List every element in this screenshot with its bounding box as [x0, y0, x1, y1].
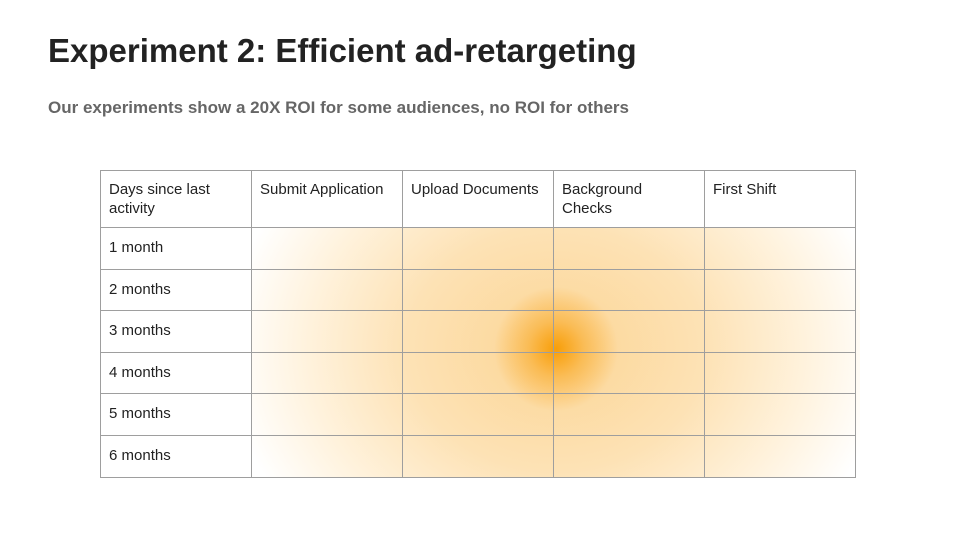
heat-cell — [402, 310, 554, 353]
row-label: 1 month — [100, 227, 252, 270]
table-row: 6 months — [100, 434, 856, 478]
table-row: 4 months — [100, 351, 856, 395]
heat-cell — [553, 227, 705, 270]
header-submit-application: Submit Application — [251, 170, 403, 228]
heat-cell — [704, 434, 856, 478]
table-row: 5 months — [100, 393, 856, 436]
slide-title: Experiment 2: Efficient ad-retargeting — [48, 32, 637, 69]
heat-cell — [402, 227, 554, 270]
table-row: 3 months — [100, 310, 856, 353]
row-label: 3 months — [100, 310, 252, 353]
heat-cell — [402, 393, 554, 436]
heat-cell — [553, 310, 705, 353]
heat-cell — [251, 393, 403, 436]
heat-cell — [553, 351, 705, 395]
header-days-since-last-activity: Days since last activity — [100, 170, 252, 228]
slide-subtitle: Our experiments show a 20X ROI for some … — [48, 98, 629, 117]
heat-cell — [402, 268, 554, 312]
heat-cell — [553, 393, 705, 436]
row-label: 4 months — [100, 351, 252, 395]
header-first-shift: First Shift — [704, 170, 856, 228]
heat-cell — [553, 434, 705, 478]
heat-cell — [704, 393, 856, 436]
heat-cell — [251, 310, 403, 353]
table-row: 2 months — [100, 268, 856, 312]
heat-cell — [251, 434, 403, 478]
table-row: 1 month — [100, 227, 856, 270]
row-label: 2 months — [100, 268, 252, 312]
heat-cell — [251, 268, 403, 312]
row-label: 5 months — [100, 393, 252, 436]
heat-cell — [704, 310, 856, 353]
heat-cell — [704, 351, 856, 395]
table-header-row: Days since last activity Submit Applicat… — [100, 170, 856, 228]
heat-cell — [553, 268, 705, 312]
heat-cell — [402, 434, 554, 478]
row-label: 6 months — [100, 434, 252, 478]
header-upload-documents: Upload Documents — [402, 170, 554, 228]
heat-cell — [704, 227, 856, 270]
roi-table: Days since last activity Submit Applicat… — [100, 170, 856, 478]
heat-cell — [402, 351, 554, 395]
heat-cell — [704, 268, 856, 312]
header-background-checks: Background Checks — [553, 170, 705, 228]
heat-cell — [251, 351, 403, 395]
heat-cell — [251, 227, 403, 270]
